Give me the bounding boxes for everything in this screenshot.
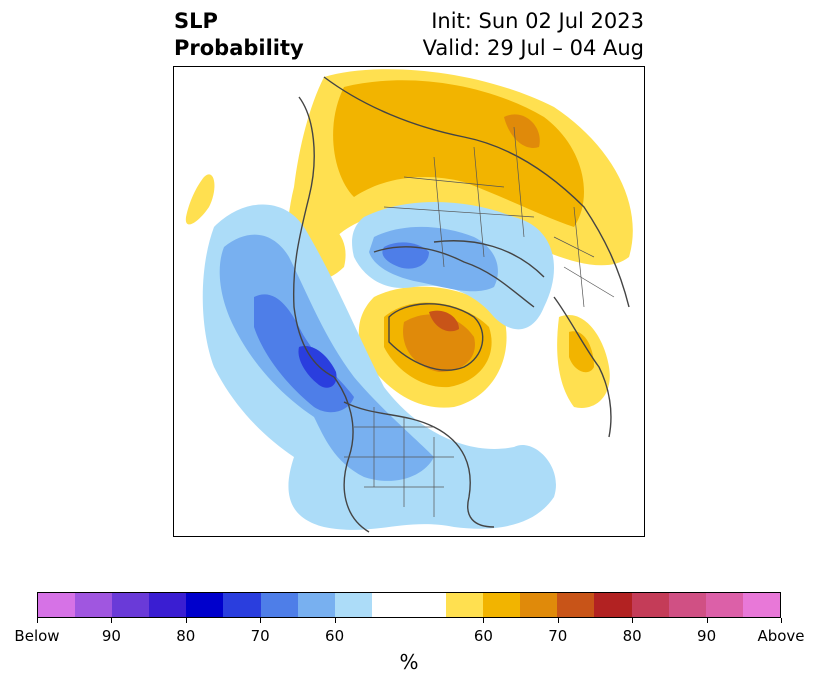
- title-type: Probability: [174, 36, 304, 60]
- title-variable: SLP: [174, 9, 218, 33]
- colorbar-tick-label: 90: [697, 627, 717, 645]
- above-70-region-europe: [569, 331, 594, 373]
- colorbar-tick-label: 90: [101, 627, 121, 645]
- colorbar-tick-mark: [111, 618, 113, 623]
- below-90-region-pacific: [298, 346, 337, 388]
- below-70-region-pacific: [219, 234, 434, 481]
- coastlines: [292, 76, 630, 533]
- colorbar-segment: [520, 593, 558, 617]
- colorbar-segment: [631, 593, 669, 617]
- colorbar-tick-label: 60: [473, 627, 493, 645]
- borders: [344, 126, 615, 517]
- colorbar-tick-mark: [781, 618, 782, 623]
- map-panel: [173, 66, 645, 537]
- valid-range: Valid: 29 Jul – 04 Aug: [422, 36, 644, 60]
- colorbar-tick-label: Below: [14, 627, 60, 645]
- colorbar: [37, 592, 781, 618]
- above-60-region-pacific: [185, 174, 215, 225]
- colorbar-segment: [112, 593, 150, 617]
- colorbar-tick-mark: [706, 618, 708, 623]
- map-title: SLP Probability: [174, 8, 304, 62]
- colorbar-segment: [223, 593, 261, 617]
- colorbar-segment: [260, 593, 298, 617]
- colorbar-tick-label: 80: [176, 627, 196, 645]
- colorbar-tick-mark: [557, 618, 559, 623]
- colorbar-tick-label: 70: [548, 627, 568, 645]
- init-date: Init: Sun 02 Jul 2023: [431, 9, 644, 33]
- colorbar-segment: [186, 593, 224, 617]
- probability-map: [185, 69, 633, 533]
- colorbar-tick-mark: [37, 618, 38, 623]
- colorbar-tick-label: 80: [622, 627, 642, 645]
- colorbar-segment: [149, 593, 187, 617]
- colorbar-tick-mark: [334, 618, 336, 623]
- colorbar-segment: [705, 593, 743, 617]
- colorbar-tick-mark: [632, 618, 634, 623]
- colorbar-tick-mark: [260, 618, 262, 623]
- colorbar-unit-label: %: [399, 650, 419, 674]
- below-80-region-arctic: [382, 242, 429, 269]
- colorbar-tick-mark: [483, 618, 485, 623]
- colorbar-segment: [483, 593, 521, 617]
- colorbar-segment: [371, 593, 447, 617]
- colorbar-tick-label: 70: [250, 627, 270, 645]
- colorbar-segment: [334, 593, 372, 617]
- colorbar-segment: [742, 593, 780, 617]
- colorbar-tick-mark: [185, 618, 187, 623]
- colorbar-segment: [594, 593, 632, 617]
- colorbar-tick-label: 60: [325, 627, 345, 645]
- above-80-region-russia: [504, 114, 540, 148]
- colorbar-segment: [75, 593, 113, 617]
- colorbar-segment: [668, 593, 706, 617]
- colorbar-segment: [297, 593, 335, 617]
- colorbar-segment: [557, 593, 595, 617]
- colorbar-segment: [38, 593, 76, 617]
- colorbar-segment: [446, 593, 484, 617]
- map-dates: Init: Sun 02 Jul 2023 Valid: 29 Jul – 04…: [423, 8, 644, 62]
- colorbar-tick-label: Above: [757, 627, 805, 645]
- above-90-region-greenland: [429, 310, 459, 332]
